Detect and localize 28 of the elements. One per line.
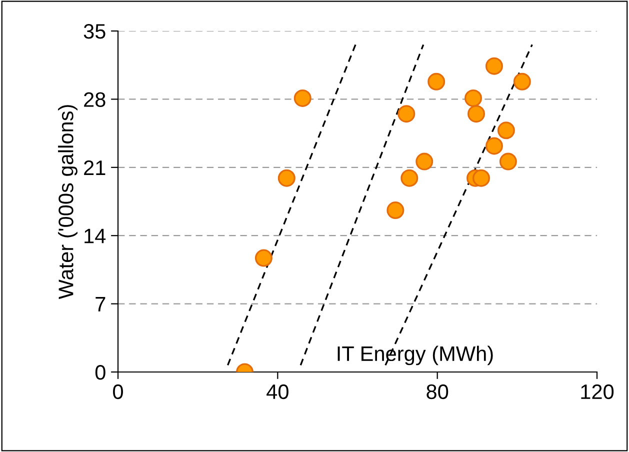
x-axis-title: IT Energy (MWh) <box>338 346 493 366</box>
y-tick-label: 35 <box>84 24 106 39</box>
point <box>398 105 416 123</box>
x-tick-label: 0 <box>113 384 123 400</box>
point <box>294 89 312 107</box>
point <box>386 202 404 220</box>
y-tick-label: 7 <box>96 297 106 312</box>
point <box>485 57 503 75</box>
y-tick-label: 21 <box>84 160 106 175</box>
y-tick-label: 28 <box>84 92 106 107</box>
point <box>464 89 482 107</box>
y-axis-title: Water ('000s gallons) <box>58 105 78 300</box>
point <box>513 72 531 90</box>
x-tick-label: 120 <box>581 384 614 400</box>
y-tick-label: 0 <box>95 365 106 380</box>
point <box>472 169 490 187</box>
point <box>254 249 272 267</box>
point <box>278 169 296 187</box>
point <box>416 152 434 170</box>
point <box>428 72 446 90</box>
x-tick-label: 80 <box>426 384 448 400</box>
point <box>499 152 517 170</box>
point <box>497 122 515 140</box>
point <box>400 169 418 187</box>
y-tick-label: 14 <box>84 228 106 244</box>
x-tick-label: 40 <box>266 384 288 400</box>
point <box>485 137 503 155</box>
point <box>468 105 486 123</box>
